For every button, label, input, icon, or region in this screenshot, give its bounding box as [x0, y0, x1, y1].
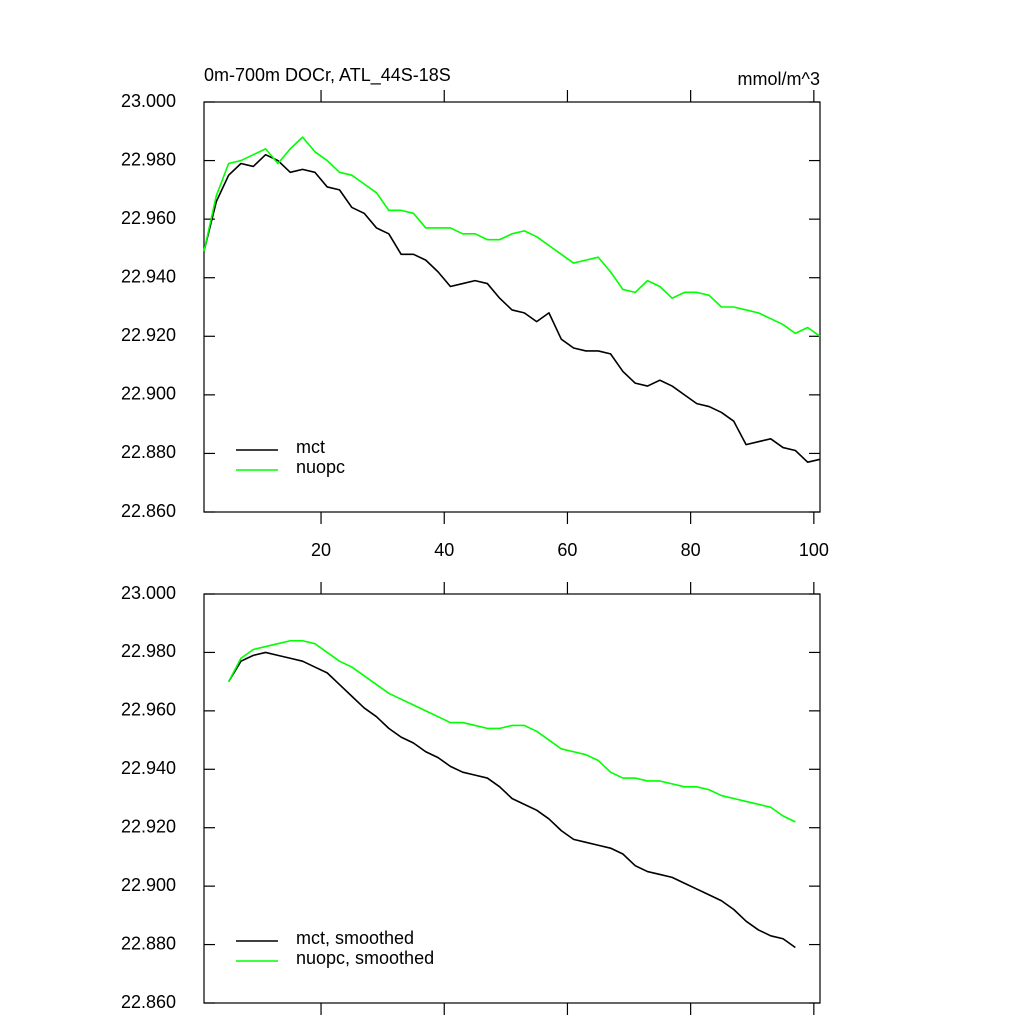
y-tick-label: 22.880 [121, 442, 176, 462]
x-tick-label: 100 [799, 540, 829, 560]
y-tick-label: 22.860 [121, 501, 176, 521]
series-line [227, 639, 796, 823]
x-tick-label: 80 [681, 540, 701, 560]
x-tick-label: 60 [557, 540, 577, 560]
y-tick-label: 22.940 [121, 758, 176, 778]
legend-label: nuopc [296, 457, 345, 477]
y-tick-label: 22.880 [121, 933, 176, 953]
y-tick-label: 22.980 [121, 149, 176, 169]
plot-frame [203, 101, 821, 513]
y-tick-label: 22.960 [121, 208, 176, 228]
y-tick-label: 22.920 [121, 816, 176, 836]
y-tick-label: 22.860 [121, 992, 176, 1012]
y-tick-label: 22.980 [121, 641, 176, 661]
y-tick-label: 22.940 [121, 266, 176, 286]
y-tick-label: 22.900 [121, 875, 176, 895]
x-tick-label: 40 [434, 540, 454, 560]
y-tick-label: 23.000 [121, 583, 176, 603]
legend-label: mct, smoothed [296, 928, 414, 948]
x-tick-label: 20 [311, 540, 331, 560]
plot-frame [203, 593, 821, 1004]
series-line [203, 136, 821, 337]
series-line [227, 651, 796, 949]
legend-label: mct [296, 437, 325, 457]
y-tick-label: 23.000 [121, 91, 176, 111]
y-tick-label: 22.920 [121, 325, 176, 345]
y-tick-label: 22.900 [121, 384, 176, 404]
units-label: mmol/m^3 [738, 69, 820, 89]
chart-title: 0m-700m DOCr, ATL_44S-18S [204, 65, 451, 86]
legend-label: nuopc, smoothed [296, 948, 434, 968]
y-tick-label: 22.960 [121, 700, 176, 720]
series-line [203, 153, 821, 464]
